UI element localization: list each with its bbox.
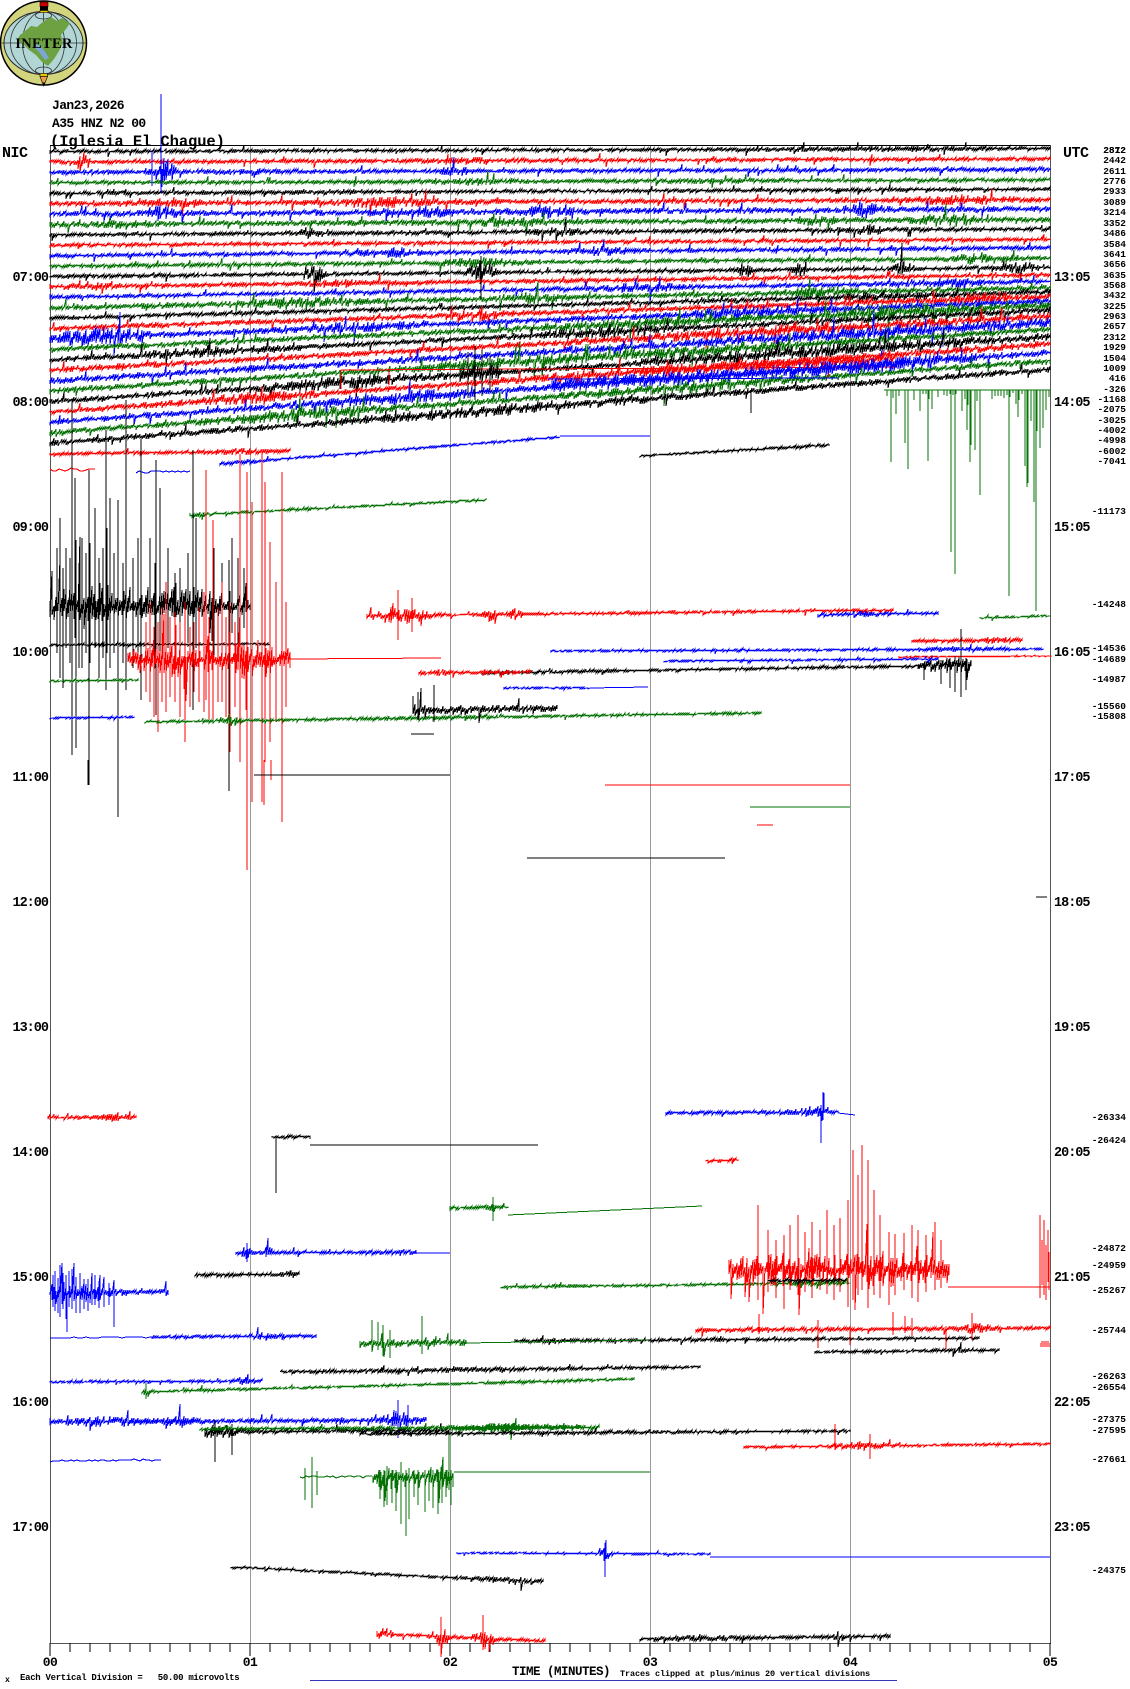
svg-text:1009: 1009 (1103, 363, 1126, 374)
svg-text:09:00: 09:00 (12, 521, 48, 536)
svg-text:00: 00 (43, 1655, 58, 1670)
svg-text:15:00: 15:00 (12, 1271, 48, 1286)
svg-text:-1168: -1168 (1097, 394, 1126, 405)
svg-text:Jan23,2026: Jan23,2026 (52, 98, 125, 113)
svg-text:UTC: UTC (1063, 145, 1089, 162)
svg-text:-7041: -7041 (1097, 456, 1126, 467)
svg-text:1929: 1929 (1103, 342, 1126, 353)
svg-text:04: 04 (843, 1655, 858, 1670)
svg-text:2657: 2657 (1103, 321, 1126, 332)
svg-text:13:05: 13:05 (1054, 271, 1090, 286)
svg-text:Traces clipped at plus/minus 2: Traces clipped at plus/minus 20 vertical… (620, 1669, 870, 1679)
svg-text:-24375: -24375 (1092, 1565, 1127, 1576)
svg-text:-4002: -4002 (1097, 425, 1126, 436)
svg-text:01: 01 (243, 1655, 258, 1670)
svg-text:-24959: -24959 (1092, 1260, 1127, 1271)
svg-text:21:05: 21:05 (1054, 1271, 1090, 1286)
svg-text:13:00: 13:00 (12, 1021, 48, 1036)
svg-text:3568: 3568 (1103, 280, 1126, 291)
svg-text:10:00: 10:00 (12, 646, 48, 661)
svg-text:3635: 3635 (1103, 270, 1126, 281)
svg-text:-6002: -6002 (1097, 446, 1126, 457)
svg-text:02: 02 (443, 1655, 458, 1670)
svg-text:07:00: 07:00 (12, 271, 48, 286)
svg-text:16:00: 16:00 (12, 1396, 48, 1411)
svg-text:16:05: 16:05 (1054, 646, 1090, 661)
svg-text:416: 416 (1109, 373, 1126, 384)
svg-text:-24872: -24872 (1092, 1243, 1127, 1254)
svg-text:03: 03 (643, 1655, 658, 1670)
svg-text:-14536: -14536 (1092, 643, 1127, 654)
svg-text:3584: 3584 (1103, 239, 1126, 250)
svg-text:22:05: 22:05 (1054, 1396, 1090, 1411)
svg-text:-26554: -26554 (1092, 1382, 1127, 1393)
svg-text:-326: -326 (1103, 384, 1126, 395)
svg-text:17:00: 17:00 (12, 1521, 48, 1536)
svg-text:15:05: 15:05 (1054, 521, 1090, 536)
svg-text:-2075: -2075 (1097, 404, 1126, 415)
svg-text:19:05: 19:05 (1054, 1021, 1090, 1036)
svg-text:NIC: NIC (2, 145, 28, 162)
svg-text:2872: 2872 (1103, 145, 1126, 156)
svg-text:-4998: -4998 (1097, 435, 1126, 446)
svg-text:-26263: -26263 (1092, 1371, 1127, 1382)
svg-text:14:00: 14:00 (12, 1146, 48, 1161)
svg-text:-27375: -27375 (1092, 1414, 1127, 1425)
svg-text:08:00: 08:00 (12, 396, 48, 411)
svg-text:-15560: -15560 (1092, 701, 1127, 712)
svg-text:-26334: -26334 (1092, 1112, 1127, 1123)
svg-text:2963: 2963 (1103, 311, 1126, 322)
svg-text:14:05: 14:05 (1054, 396, 1090, 411)
svg-text:-25744: -25744 (1092, 1325, 1127, 1336)
svg-text:TIME (MINUTES): TIME (MINUTES) (512, 1665, 610, 1679)
svg-text:INETER: INETER (15, 36, 73, 52)
svg-text:-15808: -15808 (1092, 711, 1127, 722)
svg-text:18:05: 18:05 (1054, 896, 1090, 911)
svg-text:05: 05 (1043, 1655, 1058, 1670)
svg-text:11:00: 11:00 (12, 771, 48, 786)
svg-text:3225: 3225 (1103, 301, 1126, 312)
svg-text:x: x (5, 1676, 10, 1685)
svg-text:2442: 2442 (1103, 155, 1126, 166)
svg-text:2312: 2312 (1103, 332, 1126, 343)
svg-text:-27595: -27595 (1092, 1425, 1127, 1436)
svg-text:3089: 3089 (1103, 197, 1126, 208)
svg-text:-3025: -3025 (1097, 415, 1126, 426)
svg-text:-26424: -26424 (1092, 1135, 1127, 1146)
svg-text:-25267: -25267 (1092, 1285, 1127, 1296)
svg-text:2611: 2611 (1103, 166, 1126, 177)
svg-text:3641: 3641 (1103, 249, 1126, 260)
svg-text:3656: 3656 (1103, 259, 1126, 270)
svg-text:2812: 2812 (1103, 145, 1126, 156)
svg-text:12:00: 12:00 (12, 896, 48, 911)
svg-text:-14689: -14689 (1092, 654, 1127, 665)
svg-text:Each Vertical Division = 50.: Each Vertical Division = 50.00 microvolt… (20, 1673, 239, 1683)
svg-text:2933: 2933 (1103, 186, 1126, 197)
svg-text:(Iglesia El Chague): (Iglesia El Chague) (50, 133, 225, 151)
svg-text:3352: 3352 (1103, 218, 1126, 229)
svg-text:-27661: -27661 (1092, 1454, 1127, 1465)
svg-text:23:05: 23:05 (1054, 1521, 1090, 1536)
svg-text:A35 HNZ N2 00: A35 HNZ N2 00 (52, 116, 146, 131)
svg-text:-14987: -14987 (1092, 674, 1127, 685)
svg-text:-11173: -11173 (1092, 506, 1127, 517)
svg-text:3432: 3432 (1103, 290, 1126, 301)
svg-text:1504: 1504 (1103, 353, 1126, 364)
svg-text:2776: 2776 (1103, 176, 1126, 187)
svg-text:-14248: -14248 (1092, 599, 1127, 610)
svg-text:3214: 3214 (1103, 207, 1126, 218)
svg-text:3486: 3486 (1103, 228, 1126, 239)
svg-text:20:05: 20:05 (1054, 1146, 1090, 1161)
svg-text:17:05: 17:05 (1054, 771, 1090, 786)
